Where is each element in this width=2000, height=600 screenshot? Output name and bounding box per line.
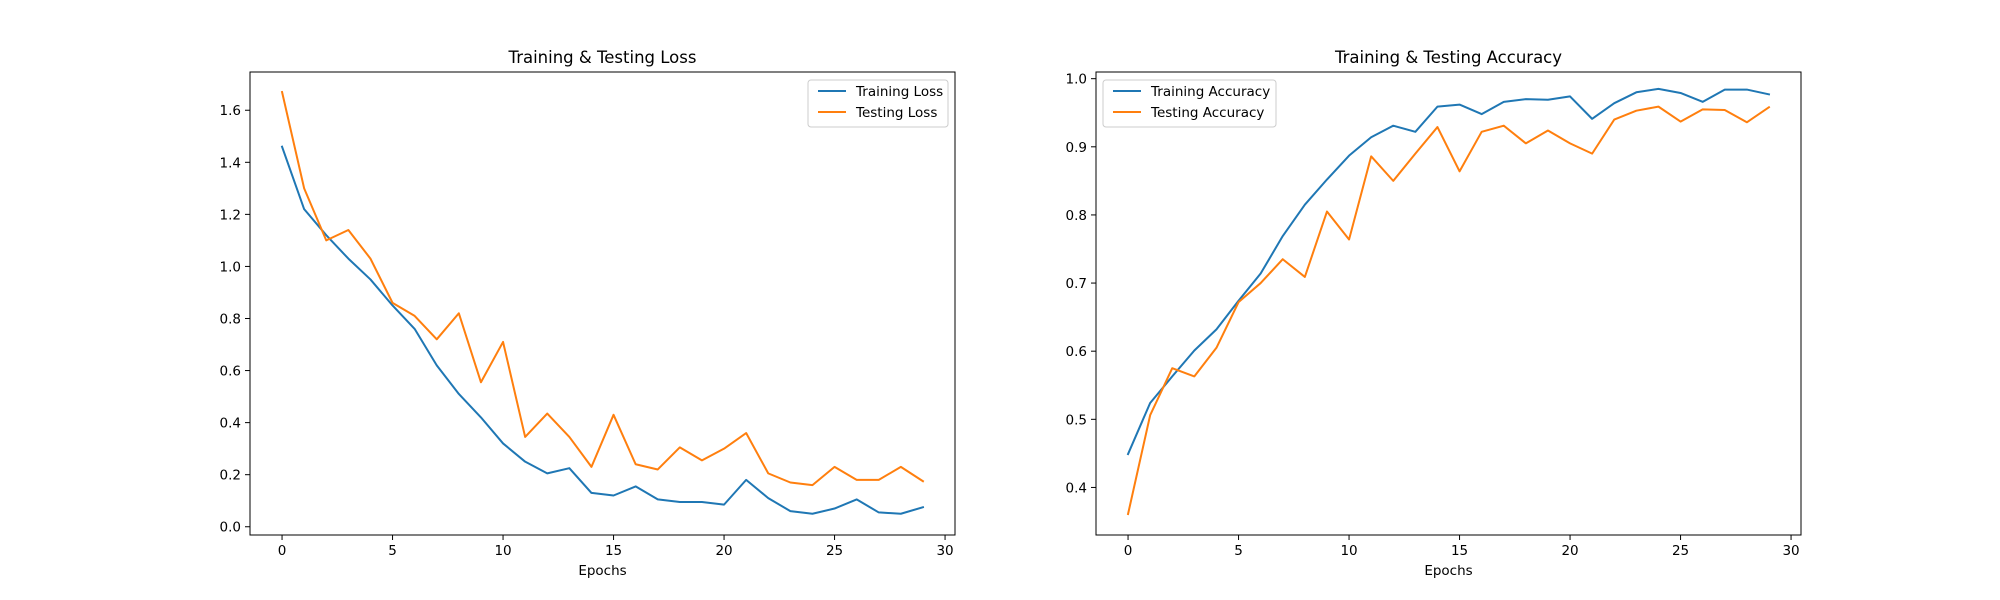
accuracy-y-tick-label: 0.8 — [1066, 208, 1087, 224]
loss-x-tick-label: 15 — [605, 543, 622, 559]
accuracy-chart: Training & Testing Accuracy Epochs 0 5 10 1… — [1066, 48, 1802, 579]
accuracy-series — [1126, 87, 1771, 516]
loss-y-tick-label: 0.4 — [220, 416, 241, 432]
accuracy-x-tick-label: 20 — [1561, 543, 1578, 559]
loss-y-tick-label: 1.0 — [220, 259, 241, 275]
loss-x-ticks: 0 5 10 15 20 25 30 — [278, 535, 954, 559]
loss-x-tick-label: 25 — [826, 543, 843, 559]
loss-series-line-training-loss — [280, 145, 925, 515]
loss-x-tick-label: 20 — [715, 543, 732, 559]
loss-plot-area — [249, 71, 956, 536]
accuracy-y-tick-label: 0.4 — [1066, 480, 1087, 496]
loss-y-tick-label: 1.6 — [220, 103, 241, 119]
accuracy-x-tick-label: 25 — [1672, 543, 1689, 559]
loss-x-tick-label: 5 — [388, 543, 397, 559]
accuracy-x-tick-label: 0 — [1124, 543, 1133, 559]
accuracy-legend: Training Accuracy Testing Accuracy — [1102, 79, 1277, 128]
accuracy-legend-label-training: Training Accuracy — [1150, 84, 1270, 100]
loss-y-tick-label: 0.0 — [220, 520, 241, 536]
accuracy-legend-box — [1102, 79, 1277, 128]
loss-y-ticks: 0.0 0.2 0.4 0.6 0.8 1.0 1.2 1.4 1.6 — [220, 103, 250, 536]
loss-chart: Training & Testing Loss Epochs 0 5 10 15 20 2… — [220, 48, 956, 579]
accuracy-y-tick-label: 0.5 — [1066, 412, 1087, 428]
accuracy-y-tick-label: 0.6 — [1066, 344, 1087, 360]
loss-y-tick-label: 1.2 — [220, 207, 241, 223]
accuracy-y-ticks: 0.4 0.5 0.6 0.7 0.8 0.9 1.0 — [1066, 72, 1096, 496]
accuracy-chart-title: Training & Testing Accuracy — [1334, 48, 1562, 67]
accuracy-x-tick-label: 5 — [1234, 543, 1243, 559]
loss-series-line-testing-loss — [280, 90, 925, 487]
accuracy-x-tick-label: 15 — [1451, 543, 1468, 559]
accuracy-y-tick-label: 0.7 — [1066, 276, 1087, 292]
accuracy-series-line-testing-accuracy — [1126, 105, 1771, 516]
accuracy-y-tick-label: 1.0 — [1066, 72, 1087, 88]
accuracy-series-line-training-accuracy — [1126, 87, 1771, 456]
loss-legend-label-testing: Testing Loss — [855, 105, 937, 121]
loss-legend-label-training: Training Loss — [855, 84, 943, 100]
loss-x-tick-label: 30 — [936, 543, 953, 559]
loss-x-axis-label: Epochs — [578, 563, 626, 579]
loss-x-tick-label: 0 — [278, 543, 287, 559]
loss-chart-title: Training & Testing Loss — [508, 48, 697, 67]
accuracy-x-tick-label: 30 — [1782, 543, 1799, 559]
accuracy-y-tick-label: 0.9 — [1066, 140, 1087, 156]
accuracy-x-axis-label: Epochs — [1424, 563, 1472, 579]
loss-series — [280, 90, 925, 515]
loss-y-tick-label: 0.6 — [220, 364, 241, 380]
loss-x-tick-label: 10 — [494, 543, 511, 559]
loss-y-tick-label: 1.4 — [220, 155, 241, 171]
loss-legend: Training Loss Testing Loss — [807, 79, 949, 128]
loss-y-tick-label: 0.2 — [220, 468, 241, 484]
accuracy-x-tick-label: 10 — [1340, 543, 1357, 559]
loss-y-tick-label: 0.8 — [220, 311, 241, 327]
accuracy-legend-label-testing: Testing Accuracy — [1150, 105, 1264, 121]
accuracy-x-ticks: 0 5 10 15 20 25 30 — [1124, 535, 1800, 559]
accuracy-plot-area — [1095, 71, 1802, 536]
